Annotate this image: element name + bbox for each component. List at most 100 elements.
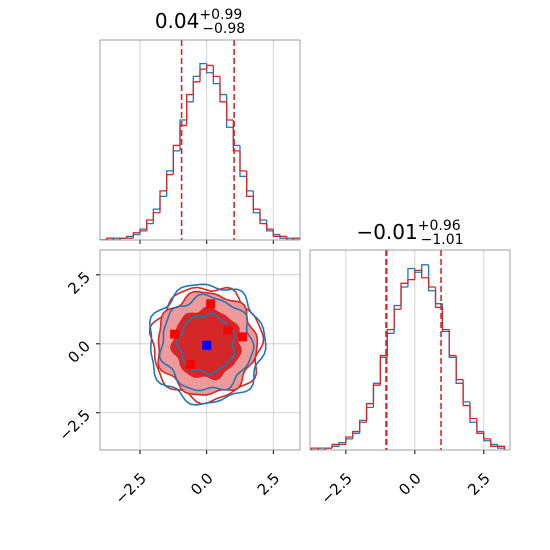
plot-area — [100, 40, 300, 240]
histogram-step — [448, 329, 457, 357]
histogram-step — [106, 237, 114, 240]
histogram-step — [119, 237, 127, 240]
histogram-step — [219, 76, 227, 103]
title-value: 0.04 — [155, 9, 200, 33]
histogram-step — [462, 379, 470, 407]
histogram-step — [226, 94, 234, 128]
contour — [148, 283, 267, 406]
histogram-step — [192, 75, 200, 102]
histogram-step — [462, 383, 470, 403]
histogram-step — [246, 176, 254, 192]
histogram-step — [331, 443, 339, 449]
x-tick-label: 2.5 — [254, 469, 284, 499]
point — [223, 325, 233, 335]
histogram-step — [427, 277, 436, 288]
histogram-step — [448, 331, 457, 359]
histogram-step — [310, 447, 319, 450]
histogram-step — [259, 212, 267, 221]
histogram-step — [476, 422, 484, 433]
histogram-step — [192, 81, 200, 95]
histogram-step — [152, 212, 160, 220]
histogram-step — [490, 440, 498, 446]
x-tick-label: −2.5 — [112, 469, 150, 507]
histogram-step — [414, 269, 422, 280]
histogram-step — [483, 433, 491, 440]
histogram-step — [239, 150, 247, 172]
histogram-step — [400, 282, 408, 310]
y-tick-label: −2.5 — [56, 406, 94, 444]
histogram-step — [365, 406, 374, 421]
histogram-step — [179, 124, 187, 146]
histogram-step — [317, 448, 326, 450]
title-lower: −0.98 — [202, 21, 245, 37]
point — [186, 359, 196, 369]
histogram-step — [421, 264, 429, 273]
histogram-step — [232, 120, 240, 152]
x-tick-label: −2.5 — [317, 469, 355, 507]
histogram-step — [359, 421, 367, 432]
histogram-step — [226, 101, 234, 121]
histogram-step — [212, 72, 220, 85]
point — [202, 340, 212, 350]
plot-area — [100, 250, 300, 450]
histogram-step — [246, 170, 254, 198]
contour — [158, 293, 255, 392]
histogram-step — [372, 382, 381, 408]
histogram-step — [286, 236, 294, 240]
histogram-step — [152, 208, 160, 224]
histogram-step — [434, 287, 443, 309]
histogram-step — [239, 145, 247, 178]
contour — [175, 312, 237, 376]
histogram-step — [172, 150, 180, 171]
y-tick-label: 2.5 — [64, 268, 94, 298]
panel-frame — [99, 39, 301, 241]
histogram-step — [186, 101, 194, 120]
title-upper: +0.96 — [418, 218, 461, 234]
histogram-step — [132, 232, 140, 239]
histogram-step — [146, 222, 154, 230]
histogram-step — [139, 230, 147, 233]
histogram-step — [427, 264, 436, 292]
panel-title: 0.04+0.99 −0.98 — [155, 7, 245, 37]
histogram-step — [386, 332, 395, 358]
histogram-step — [345, 436, 353, 445]
histogram-step — [212, 65, 220, 78]
histogram-step — [252, 196, 260, 210]
histogram-step — [331, 445, 339, 449]
histogram-step — [159, 190, 167, 213]
plot-area — [310, 250, 506, 450]
histogram-step — [421, 270, 429, 279]
histogram-step — [476, 418, 484, 434]
histogram-step — [166, 173, 174, 191]
histogram-step — [272, 230, 280, 236]
histogram-step — [199, 68, 207, 82]
histogram-step — [186, 93, 194, 126]
histogram-step — [159, 195, 167, 210]
histogram-step — [292, 237, 300, 240]
x-tick-label: 2.5 — [464, 469, 494, 499]
histogram-step — [441, 303, 450, 333]
histogram-step — [365, 403, 374, 423]
histogram-step — [206, 64, 214, 70]
histogram-step — [132, 233, 140, 237]
histogram-step — [400, 286, 408, 306]
histogram-step — [352, 430, 360, 438]
histogram-step — [199, 62, 207, 77]
panel-frame — [99, 249, 301, 451]
histogram-step — [324, 447, 333, 450]
histogram-step — [386, 328, 395, 356]
histogram-step — [372, 384, 381, 404]
histogram-step — [266, 223, 274, 230]
title-upper: +0.99 — [199, 7, 242, 23]
histogram-step — [497, 445, 506, 450]
histogram-step — [441, 307, 450, 331]
x-tick-label: 0.0 — [395, 469, 425, 499]
histogram-step — [139, 228, 147, 235]
histogram-step — [379, 354, 388, 386]
histogram-step — [345, 438, 353, 443]
histogram-step — [455, 355, 464, 381]
point — [206, 299, 216, 309]
histogram-step — [266, 220, 274, 232]
title-value: −0.01 — [356, 220, 417, 244]
